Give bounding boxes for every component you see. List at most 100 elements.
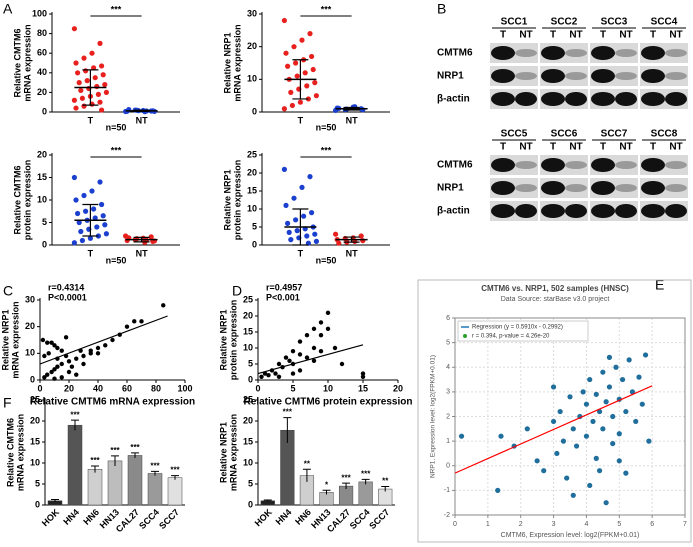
blot-band	[641, 181, 665, 195]
data-point	[619, 376, 626, 383]
sample-label: SCC7	[601, 129, 628, 140]
data-point	[87, 235, 93, 241]
data-point	[79, 95, 85, 101]
y-tick-label: 10	[247, 203, 257, 213]
blot-band	[515, 92, 537, 106]
x-tick-label: 10	[323, 383, 333, 393]
x-tick-label: 5	[290, 383, 295, 393]
y-tick-label: 20	[243, 415, 253, 425]
sample-label: SCC6	[551, 129, 578, 140]
data-point	[161, 303, 166, 308]
blot-band	[665, 184, 687, 192]
blot-band	[591, 69, 615, 83]
data-point	[623, 470, 629, 476]
data-point	[583, 433, 590, 439]
note: n=50	[316, 122, 337, 132]
x-tick-label: 1	[486, 521, 490, 528]
blot-band	[541, 46, 565, 60]
data-point	[40, 337, 46, 343]
y-tick-label: 10	[243, 342, 253, 352]
data-point	[124, 324, 130, 329]
error-bar	[171, 475, 179, 480]
y-tick-label: 40	[37, 67, 47, 77]
y-tick-label: 5	[248, 358, 253, 368]
data-point	[92, 215, 98, 221]
blot-band	[565, 72, 587, 80]
data-point	[276, 374, 282, 379]
data-point	[73, 197, 79, 203]
data-point	[307, 174, 313, 180]
data-point	[91, 206, 97, 212]
significance: **	[304, 459, 311, 468]
data-point	[583, 401, 590, 407]
y-tick-label: 15	[243, 326, 253, 336]
data-point	[570, 426, 576, 432]
sample-label: SCC8	[651, 129, 678, 140]
trend-line	[39, 315, 168, 365]
y-tick-label: 0	[446, 463, 450, 470]
data-point	[360, 374, 366, 379]
data-point	[283, 202, 289, 208]
error-bar	[342, 482, 351, 490]
lane-label: T	[650, 142, 656, 153]
error-bar	[51, 499, 59, 503]
y-tick-label: 30	[247, 8, 257, 18]
data-point	[304, 355, 310, 360]
data-point	[309, 53, 315, 60]
blot-band	[491, 204, 515, 218]
data-point	[587, 482, 593, 489]
data-point	[294, 228, 300, 234]
blot-band	[491, 92, 515, 106]
data-point	[71, 240, 77, 246]
x-tick-label: T	[88, 115, 94, 125]
data-point	[94, 83, 100, 90]
lane-label: NT	[619, 142, 632, 153]
panel-label: F	[3, 395, 12, 411]
blot-band	[515, 72, 537, 80]
blot-band	[591, 204, 615, 218]
panel-label: E	[655, 277, 664, 293]
blot-band	[591, 92, 615, 106]
sd-bar	[343, 106, 360, 111]
error-bar	[263, 499, 272, 502]
y-tick-label: 0	[248, 374, 253, 384]
x-tick-label: 20	[64, 383, 74, 393]
error-bar	[91, 465, 99, 473]
data-point	[596, 468, 603, 474]
data-point	[73, 105, 79, 111]
error-bar	[111, 455, 119, 466]
data-point	[288, 89, 294, 95]
trend-line	[454, 385, 653, 474]
blot-band	[641, 92, 665, 106]
lane-label: T	[600, 142, 606, 153]
data-point	[312, 231, 318, 237]
data-point	[75, 70, 81, 76]
data-point	[325, 326, 331, 331]
trend-line	[257, 344, 364, 375]
panel-label: D	[232, 283, 242, 299]
y-axis-label: Relative NRP1	[218, 422, 228, 483]
x-tick-label: 5	[617, 521, 621, 528]
data-point	[94, 224, 100, 230]
lane-label: NT	[519, 142, 532, 153]
data-point	[623, 408, 629, 415]
data-point	[564, 475, 570, 481]
x-tick-label: 3	[552, 521, 556, 528]
data-point	[281, 166, 287, 172]
data-point	[633, 418, 639, 425]
data-point	[616, 458, 622, 464]
x-tick-label: HOK	[40, 507, 62, 529]
significance: ***	[341, 473, 351, 482]
x-tick-label: T	[298, 248, 304, 258]
lane-label: T	[550, 142, 556, 153]
x-tick-label: SCC7	[157, 507, 181, 531]
data-point	[287, 358, 292, 363]
data-point	[89, 188, 95, 194]
x-axis-label: Relative CMTM6 mRNA expression	[30, 397, 195, 408]
data-point	[291, 44, 297, 50]
lane-label: NT	[569, 30, 582, 41]
data-point	[76, 80, 82, 86]
x-tick-label: 40	[93, 383, 103, 393]
annotation: r=0.4957	[266, 282, 302, 292]
